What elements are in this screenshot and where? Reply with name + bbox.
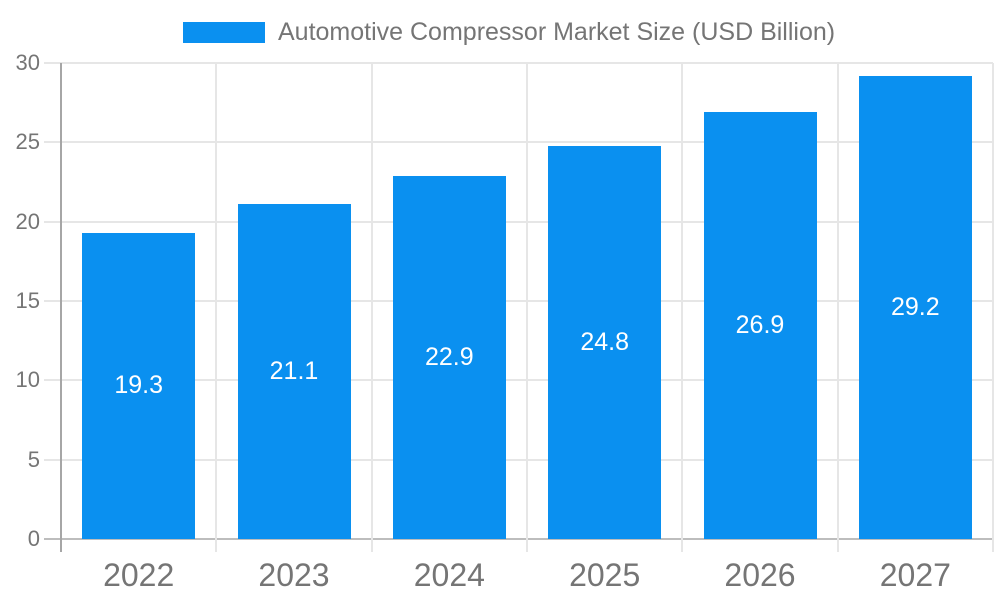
y-axis-tick-label: 30 xyxy=(15,50,40,75)
y-axis-tick-label: 5 xyxy=(27,446,40,472)
y-gridline xyxy=(44,379,993,382)
legend: Automotive Compressor Market Size (USD B… xyxy=(183,18,835,46)
y-axis-tick-label: 0 xyxy=(27,526,40,551)
x-gridline xyxy=(215,63,218,552)
y-axis-tick-label: 10 xyxy=(15,367,40,393)
y-axis-line xyxy=(60,63,62,552)
legend-label: Automotive Compressor Market Size (USD B… xyxy=(278,18,836,46)
bar-value-label: 19.3 xyxy=(114,371,163,400)
y-gridline xyxy=(44,300,993,302)
x-gridline xyxy=(836,63,839,552)
x-axis-tick-label: 2025 xyxy=(569,557,641,593)
x-gridline xyxy=(681,63,684,552)
bar[interactable] xyxy=(703,112,817,539)
bar[interactable] xyxy=(237,204,351,539)
x-axis-tick-label: 2027 xyxy=(879,557,951,593)
bar[interactable] xyxy=(858,75,972,539)
y-gridline xyxy=(44,220,993,223)
bar-value-label: 26.9 xyxy=(735,311,785,340)
bar[interactable] xyxy=(548,145,662,539)
y-axis-tick-label: 15 xyxy=(15,288,40,313)
y-gridline xyxy=(44,141,993,144)
legend-swatch xyxy=(183,21,265,43)
x-gridline xyxy=(992,63,994,552)
y-gridline xyxy=(44,458,993,461)
bar[interactable] xyxy=(392,175,506,539)
bar-value-label: 21.1 xyxy=(269,357,319,386)
x-axis-tick-label: 2026 xyxy=(724,557,796,593)
bar-value-label: 29.2 xyxy=(890,292,940,321)
bar-value-label: 22.9 xyxy=(424,342,474,371)
x-axis-tick-label: 2023 xyxy=(258,557,330,593)
x-gridline xyxy=(526,63,528,552)
y-axis-tick-label: 25 xyxy=(15,129,40,155)
bar-value-label: 24.8 xyxy=(580,327,629,356)
x-axis-tick-label: 2024 xyxy=(413,557,485,593)
bar[interactable] xyxy=(82,232,196,539)
x-axis-baseline xyxy=(44,538,993,540)
x-axis-tick-label: 2022 xyxy=(103,557,175,593)
y-gridline xyxy=(44,62,993,64)
x-gridline xyxy=(370,63,373,552)
y-axis-tick-label: 20 xyxy=(15,208,40,234)
